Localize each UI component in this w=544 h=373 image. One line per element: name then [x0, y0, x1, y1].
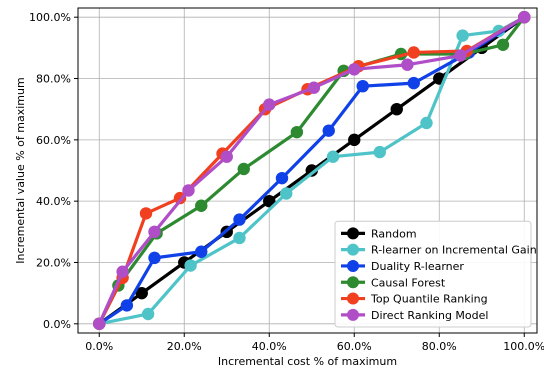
- axis-ticks: 0.0% 20.0% 40.0% 60.0% 80.0% 100.0% 0.0% 20.0% 4…: [29, 11, 544, 353]
- data-point: [275, 171, 289, 185]
- data-point: [195, 199, 208, 212]
- plot-frame: [77, 7, 538, 334]
- data-point: [401, 58, 414, 71]
- data-point: [233, 213, 246, 226]
- x-tick-label: 0.0%: [85, 340, 113, 353]
- data-point: [141, 307, 155, 321]
- data-point: [456, 29, 469, 42]
- y-tick-label: 40.0%: [36, 195, 71, 208]
- data-point: [407, 46, 420, 59]
- data-point: [407, 76, 420, 90]
- legend-box: [334, 220, 532, 328]
- data-point: [322, 124, 335, 137]
- data-point: [326, 150, 340, 163]
- legend-item: Top Quantile Ranking: [341, 292, 488, 306]
- x-tick-label: 100.0%: [503, 340, 544, 353]
- legend-swatch-marker: [347, 259, 359, 272]
- data-point: [348, 63, 361, 76]
- legend-label: Duality R-learner: [371, 260, 464, 273]
- data-point: [420, 116, 433, 130]
- y-tick-label: 100.0%: [29, 11, 71, 24]
- data-point: [135, 286, 148, 300]
- data-point: [307, 81, 321, 94]
- data-point: [116, 265, 129, 278]
- legend-label: Direct Ranking Model: [371, 309, 488, 322]
- legend-item: Random: [341, 227, 417, 240]
- y-tick-label: 60.0%: [36, 134, 71, 147]
- data-point: [496, 38, 510, 51]
- legend-item: Direct Ranking Model: [341, 308, 488, 322]
- data-point: [356, 79, 369, 93]
- legend-item: R-learner on Incremental Gain: [341, 243, 537, 257]
- data-point: [454, 49, 467, 62]
- legend-label: Random: [371, 227, 417, 240]
- legend-swatch-marker: [347, 308, 359, 321]
- data-point: [263, 98, 276, 111]
- data-point: [518, 10, 531, 24]
- data-point: [220, 150, 233, 163]
- x-tick-label: 60.0%: [337, 340, 372, 353]
- y-tick-label: 80.0%: [36, 73, 71, 86]
- legend-swatch-marker: [347, 243, 359, 256]
- y-tick-label: 0.0%: [43, 318, 71, 331]
- data-point: [263, 194, 276, 208]
- data-point: [195, 245, 208, 258]
- legend-label: R-learner on Incremental Gain: [371, 244, 537, 257]
- data-point: [233, 231, 246, 245]
- data-point: [148, 251, 161, 265]
- data-point: [148, 225, 161, 239]
- data-point: [280, 187, 293, 200]
- data-point: [290, 125, 304, 139]
- series-layer: [93, 10, 531, 331]
- data-point: [120, 299, 134, 312]
- legend-item: Duality R-learner: [341, 259, 464, 273]
- legend-swatch-marker: [347, 227, 359, 240]
- data-point: [373, 145, 386, 159]
- x-tick-label: 80.0%: [422, 340, 457, 353]
- legend-swatch-marker: [347, 292, 359, 305]
- x-axis-label: Incremental cost % of maximum: [218, 355, 397, 368]
- y-tick-label: 20.0%: [36, 256, 71, 269]
- data-point: [348, 133, 361, 147]
- legend: Random R-learner on Incremental Gain Duali…: [334, 220, 537, 328]
- data-point: [184, 259, 197, 272]
- legend-swatch-marker: [347, 276, 359, 289]
- legend-label: Causal Forest: [371, 276, 446, 289]
- data-point: [182, 184, 195, 197]
- data-point: [139, 207, 153, 220]
- data-point: [390, 102, 403, 116]
- series-5: [93, 10, 531, 331]
- data-point: [305, 164, 318, 177]
- y-axis-label: Incremental value % of maximum: [14, 77, 27, 263]
- legend-item: Causal Forest: [341, 276, 446, 289]
- x-tick-label: 40.0%: [252, 340, 287, 353]
- x-tick-label: 20.0%: [167, 340, 202, 353]
- grid-lines: [78, 8, 537, 333]
- data-point: [93, 317, 106, 331]
- series-2: [93, 10, 531, 331]
- legend-label: Top Quantile Ranking: [370, 293, 488, 306]
- data-point: [237, 162, 250, 176]
